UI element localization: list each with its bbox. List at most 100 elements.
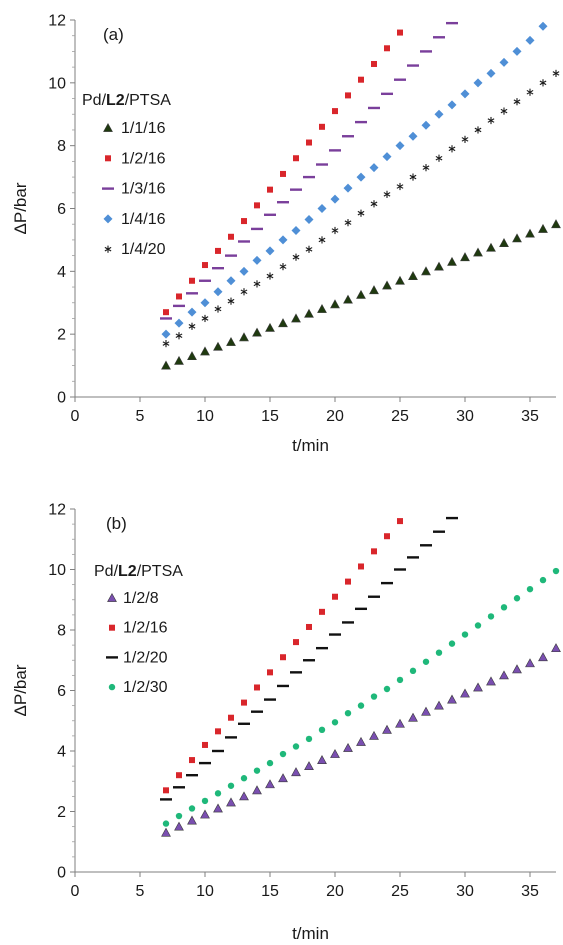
legend-entry-label: 1/2/30 bbox=[123, 679, 168, 696]
data-point bbox=[499, 238, 509, 247]
data-point bbox=[499, 670, 509, 680]
legend: Pd/L2/PTSA 1/2/8 1/2/16 1/2/20 1/2/30 bbox=[94, 563, 183, 696]
data-point bbox=[317, 755, 327, 764]
data-point bbox=[395, 275, 405, 285]
x-tick-label: 30 bbox=[456, 883, 474, 900]
data-point bbox=[200, 346, 210, 356]
data-point bbox=[370, 693, 378, 700]
x-tick-label: 35 bbox=[521, 883, 539, 900]
data-point bbox=[435, 154, 443, 162]
data-point bbox=[228, 233, 234, 240]
data-point bbox=[343, 294, 353, 304]
data-point bbox=[500, 107, 508, 115]
data-point bbox=[188, 322, 196, 330]
data-point bbox=[343, 742, 353, 752]
data-point bbox=[280, 170, 286, 177]
y-tick-label: 2 bbox=[57, 327, 66, 344]
data-point bbox=[317, 204, 327, 213]
data-point bbox=[278, 773, 288, 783]
data-point bbox=[267, 186, 273, 193]
data-point bbox=[473, 247, 483, 257]
legend-marker bbox=[105, 155, 111, 162]
data-point bbox=[291, 225, 301, 235]
y-tick-label: 10 bbox=[48, 562, 66, 579]
data-point bbox=[421, 120, 431, 130]
data-point bbox=[409, 173, 417, 181]
data-point bbox=[174, 821, 184, 831]
data-point bbox=[525, 228, 535, 238]
data-point bbox=[513, 595, 521, 602]
data-point bbox=[461, 135, 469, 143]
y-tick-label: 6 bbox=[57, 683, 66, 700]
x-tick-label: 35 bbox=[521, 408, 539, 425]
data-point bbox=[252, 255, 262, 265]
legend-title-part: /PTSA bbox=[137, 563, 184, 580]
legend-entry-label: 1/4/20 bbox=[121, 241, 166, 258]
series-3 bbox=[161, 21, 548, 339]
data-point bbox=[370, 200, 378, 208]
data-point bbox=[552, 567, 560, 575]
data-point bbox=[539, 576, 547, 584]
y-tick-label: 4 bbox=[57, 264, 66, 281]
data-point bbox=[383, 685, 391, 693]
data-point bbox=[434, 261, 444, 271]
data-point bbox=[448, 640, 456, 647]
legend-title: Pd/L2/PTSA bbox=[82, 92, 171, 109]
data-point bbox=[239, 266, 249, 276]
data-point bbox=[460, 252, 470, 262]
data-point bbox=[214, 305, 222, 313]
x-tick-label: 0 bbox=[71, 408, 80, 425]
data-point bbox=[253, 767, 261, 774]
legend-title-part: L2 bbox=[106, 92, 125, 109]
data-point bbox=[358, 76, 364, 83]
data-point bbox=[486, 242, 496, 252]
data-point bbox=[344, 219, 352, 227]
data-point bbox=[226, 797, 236, 807]
data-point bbox=[161, 360, 171, 370]
legend-title: Pd/L2/PTSA bbox=[94, 563, 183, 580]
data-point bbox=[487, 116, 495, 125]
data-point bbox=[304, 761, 314, 771]
data-point bbox=[304, 214, 314, 224]
data-point bbox=[228, 714, 234, 721]
legend-marker bbox=[103, 122, 113, 132]
data-point bbox=[473, 78, 483, 88]
data-point bbox=[239, 332, 249, 342]
data-point bbox=[331, 719, 339, 726]
x-axis-title: t/min bbox=[292, 924, 329, 943]
data-point bbox=[382, 152, 392, 162]
data-point bbox=[319, 123, 325, 130]
x-tick-label: 25 bbox=[391, 883, 409, 900]
data-point bbox=[526, 88, 534, 96]
legend-entry-label: 1/4/16 bbox=[121, 211, 166, 228]
data-point bbox=[434, 109, 444, 119]
data-point bbox=[397, 518, 403, 525]
data-point bbox=[278, 235, 288, 245]
series-1 bbox=[163, 518, 403, 794]
data-point bbox=[278, 318, 288, 328]
data-point bbox=[344, 709, 352, 717]
data-point bbox=[175, 812, 183, 820]
y-tick-label: 12 bbox=[48, 13, 66, 30]
data-point bbox=[486, 676, 496, 686]
panel-label: (a) bbox=[103, 25, 124, 44]
data-point bbox=[383, 190, 391, 198]
data-point bbox=[279, 263, 287, 271]
data-point bbox=[486, 68, 496, 78]
data-point bbox=[215, 728, 221, 735]
data-point bbox=[358, 563, 364, 570]
data-point bbox=[187, 351, 197, 361]
data-point bbox=[345, 92, 351, 99]
x-tick-label: 15 bbox=[261, 883, 279, 900]
data-point bbox=[332, 108, 338, 115]
data-point bbox=[408, 271, 418, 280]
data-point bbox=[226, 276, 236, 286]
x-tick-label: 5 bbox=[136, 883, 145, 900]
data-point bbox=[213, 341, 223, 351]
data-point bbox=[538, 652, 548, 662]
data-point bbox=[200, 298, 210, 308]
data-point bbox=[240, 288, 248, 296]
data-point bbox=[474, 622, 482, 629]
data-point bbox=[188, 805, 196, 812]
